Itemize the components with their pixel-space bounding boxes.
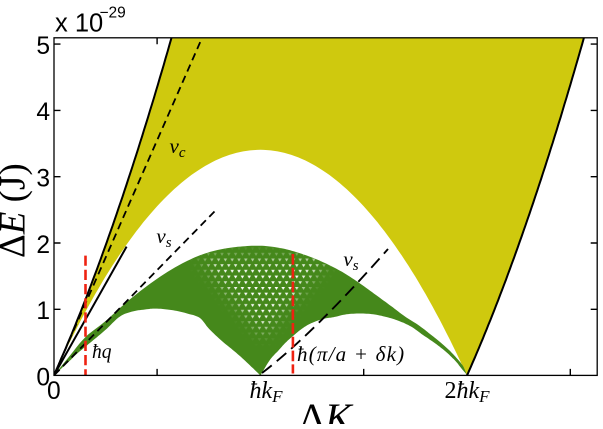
svg-text:4: 4 xyxy=(36,99,50,126)
svg-text:ħ(π/a + δk): ħ(π/a + δk) xyxy=(297,342,405,366)
svg-text:x 10: x 10 xyxy=(55,9,103,37)
svg-text:1: 1 xyxy=(36,298,50,325)
svg-text:0: 0 xyxy=(36,364,50,391)
svg-text:ΔE (J): ΔE (J) xyxy=(0,163,34,258)
svg-text:3: 3 xyxy=(36,166,50,193)
svg-text:vc: vc xyxy=(170,134,186,161)
svg-text:5: 5 xyxy=(36,33,50,60)
svg-text:ħkF: ħkF xyxy=(249,378,283,406)
svg-text:−29: −29 xyxy=(100,5,126,22)
svg-text:0: 0 xyxy=(47,378,61,405)
svg-text:ΔK: ΔK xyxy=(299,395,354,424)
svg-text:2: 2 xyxy=(36,232,50,259)
svg-text:2ħkF: 2ħkF xyxy=(444,378,490,406)
svg-text:ħq: ħq xyxy=(92,342,112,363)
svg-text:vs: vs xyxy=(343,247,358,274)
svg-text:vs: vs xyxy=(156,224,171,251)
